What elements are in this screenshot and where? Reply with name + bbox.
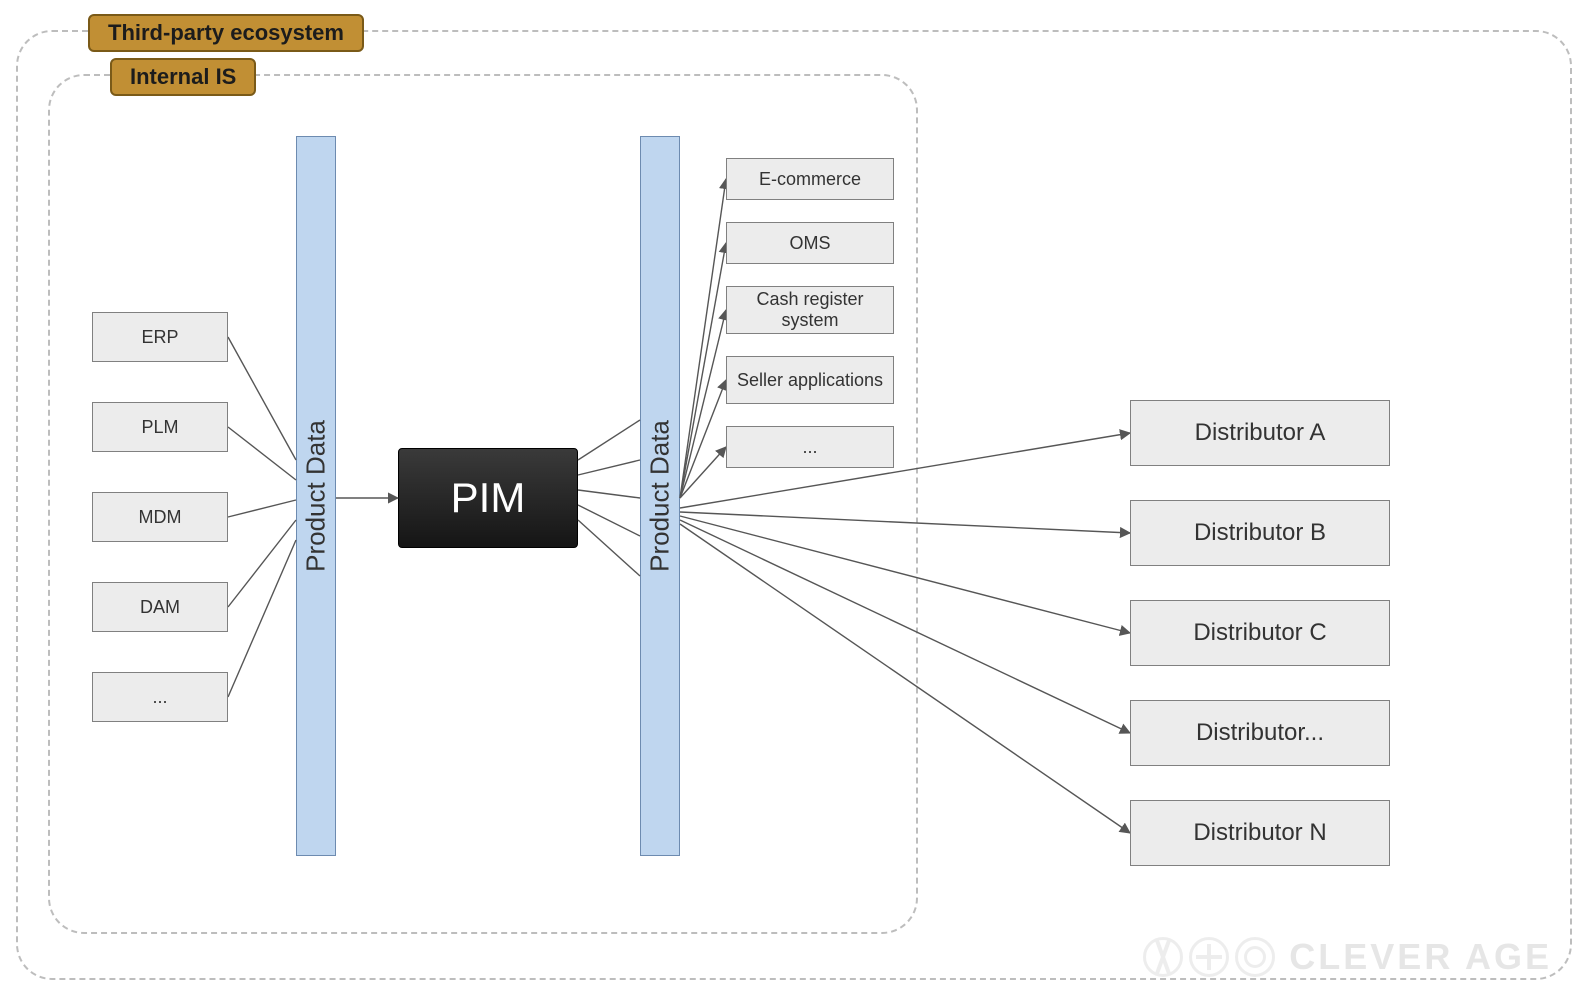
distributor-node-dc: Distributor C (1130, 600, 1390, 666)
distributor-node-db: Distributor B (1130, 500, 1390, 566)
watermark: CLEVER AGE (1143, 936, 1552, 978)
bar-right-label: Product Data (645, 420, 676, 572)
channel-node-seller: Seller applications (726, 356, 894, 404)
source-node-mdm: MDM (92, 492, 228, 542)
channel-node-ecom: E-commerce (726, 158, 894, 200)
watermark-icon (1235, 937, 1275, 977)
bar-left-label: Product Data (301, 420, 332, 572)
source-node-src_more: ... (92, 672, 228, 722)
distributor-node-dn: Distributor N (1130, 800, 1390, 866)
node-pim: PIM (398, 448, 578, 548)
source-node-dam: DAM (92, 582, 228, 632)
channel-node-oms: OMS (726, 222, 894, 264)
diagram-stage: { "canvas": { "width": 1588, "height": 1… (0, 0, 1588, 1000)
watermark-text: CLEVER AGE (1289, 936, 1552, 978)
source-node-plm: PLM (92, 402, 228, 452)
source-node-erp: ERP (92, 312, 228, 362)
region-outer-label: Third-party ecosystem (88, 14, 364, 52)
watermark-glyphs (1143, 937, 1275, 977)
watermark-icon (1189, 937, 1229, 977)
watermark-icon (1143, 937, 1183, 977)
region-inner-label: Internal IS (110, 58, 256, 96)
channel-node-ch_more: ... (726, 426, 894, 468)
channel-node-cash: Cash register system (726, 286, 894, 334)
distributor-node-dd: Distributor... (1130, 700, 1390, 766)
distributor-node-da: Distributor A (1130, 400, 1390, 466)
